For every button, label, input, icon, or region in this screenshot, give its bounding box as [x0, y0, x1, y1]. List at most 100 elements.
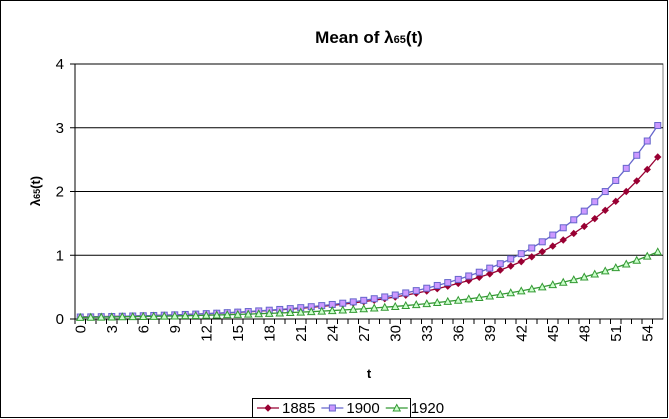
y-tick-label: 1 [56, 247, 64, 264]
x-axis-label: t [367, 366, 372, 381]
x-tick-label: 24 [324, 325, 341, 342]
data-point [622, 164, 630, 172]
data-point [549, 242, 557, 250]
y-tick-label: 4 [56, 56, 64, 73]
data-point [549, 231, 557, 239]
data-point [633, 177, 641, 185]
data-point [432, 297, 442, 307]
data-point [138, 311, 148, 320]
x-tick-label: 51 [608, 325, 625, 342]
title-text: Mean of λ [315, 28, 394, 47]
x-tick-label: 12 [198, 325, 215, 342]
data-point [643, 165, 651, 174]
y-label-text: λ [28, 198, 43, 206]
x-tick-label: 27 [356, 325, 373, 342]
data-point [622, 187, 630, 196]
data-point [222, 310, 232, 319]
data-point [264, 308, 274, 317]
data-point [496, 260, 504, 268]
x-tick-label: 6 [135, 325, 152, 333]
data-point [579, 272, 589, 281]
data-point [370, 295, 378, 303]
data-point [590, 269, 600, 278]
x-tick-label: 15 [230, 325, 247, 342]
x-tick-label: 3 [104, 325, 121, 333]
data-point [653, 247, 663, 256]
data-point [612, 197, 620, 206]
data-point [486, 270, 494, 278]
data-point [201, 310, 211, 319]
data-point [411, 300, 421, 309]
y-label-sub: 65 [32, 189, 42, 199]
data-point [453, 295, 463, 304]
data-point [654, 153, 662, 161]
x-tick-label: 45 [545, 325, 562, 342]
data-point [486, 264, 494, 272]
data-point [233, 309, 243, 318]
data-point [86, 312, 96, 321]
y-tick-label: 3 [56, 120, 64, 137]
x-tick-label: 39 [482, 325, 499, 342]
data-point [349, 298, 357, 306]
data-point [642, 251, 652, 260]
data-point [601, 206, 609, 215]
data-point [495, 289, 505, 298]
data-point [538, 247, 546, 256]
data-point [275, 308, 285, 317]
data-point [465, 272, 473, 280]
data-point [391, 291, 399, 299]
data-point [401, 300, 411, 310]
data-point [402, 289, 410, 297]
data-point [537, 282, 547, 291]
data-point [475, 273, 483, 282]
data-point [423, 284, 431, 292]
x-tick-label: 30 [387, 325, 404, 342]
data-point [117, 312, 127, 321]
data-point [601, 188, 609, 196]
legend-marker [392, 403, 402, 412]
x-tick-label: 36 [450, 325, 467, 342]
data-point [306, 307, 316, 316]
data-point [516, 286, 526, 295]
data-point [527, 284, 537, 293]
x-tick-label: 33 [419, 325, 436, 342]
x-tick-label: 48 [576, 325, 593, 342]
x-tick-label: 54 [639, 325, 656, 342]
title-sub: 65 [394, 34, 406, 46]
x-tick-label: 0 [72, 325, 89, 333]
data-point [621, 259, 631, 268]
data-point [75, 312, 85, 321]
data-point [254, 309, 264, 318]
data-point [285, 308, 295, 317]
data-point [580, 222, 588, 231]
data-point [612, 176, 620, 184]
y-axis-label: λ65(t) [28, 176, 43, 206]
data-point [538, 238, 546, 246]
data-point [464, 294, 474, 303]
x-tick-label: 21 [293, 325, 310, 342]
data-point [339, 299, 347, 307]
data-point [180, 311, 190, 320]
data-point [381, 293, 389, 301]
data-point [380, 302, 390, 311]
y-label-end: (t) [28, 176, 43, 189]
data-point [359, 304, 369, 313]
data-point [591, 198, 599, 206]
data-point [558, 277, 568, 286]
y-tick-label: 2 [56, 184, 64, 201]
data-point [170, 311, 180, 320]
data-point [107, 312, 117, 321]
data-point [528, 244, 536, 252]
data-point [96, 312, 106, 321]
data-point [528, 253, 536, 261]
data-point [600, 266, 610, 275]
data-point [454, 275, 462, 283]
data-point [632, 255, 642, 264]
data-point [507, 255, 515, 263]
data-point [422, 299, 432, 308]
data-point [485, 291, 495, 300]
data-point [149, 311, 159, 320]
data-point [475, 268, 483, 276]
data-point [611, 263, 621, 272]
